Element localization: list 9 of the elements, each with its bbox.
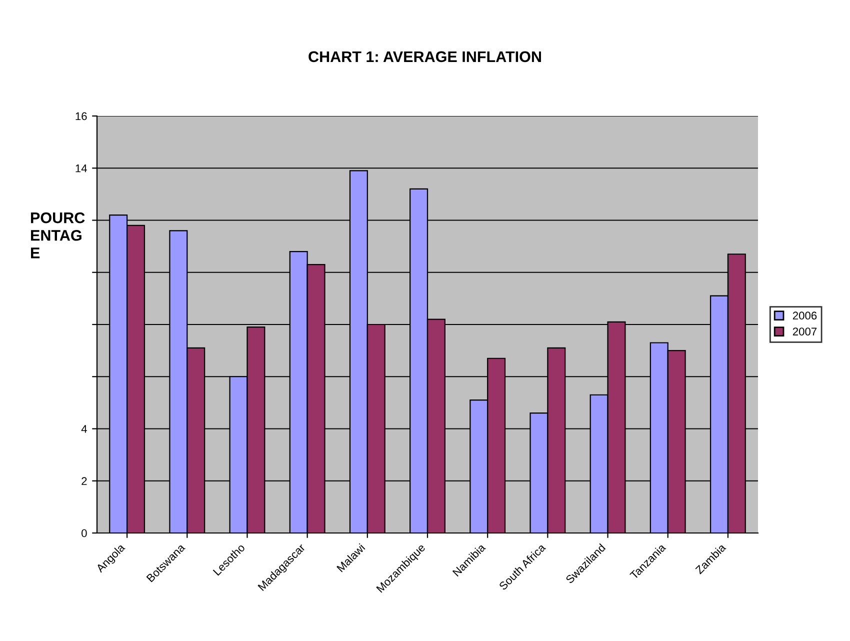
legend-label: 2006 xyxy=(792,312,817,320)
chart-title: CHART 1: AVERAGE INFLATION xyxy=(308,51,541,62)
y-tick-label: 2 xyxy=(82,477,87,485)
legend-label: 2007 xyxy=(792,328,817,336)
y-tick-label: 0 xyxy=(82,529,87,538)
y-axis-title: POURC ENTAG E xyxy=(31,212,85,258)
y-tick-label: 16 xyxy=(76,112,87,120)
y-tick-label: 14 xyxy=(76,164,87,172)
y-tick-label: 4 xyxy=(81,425,87,433)
